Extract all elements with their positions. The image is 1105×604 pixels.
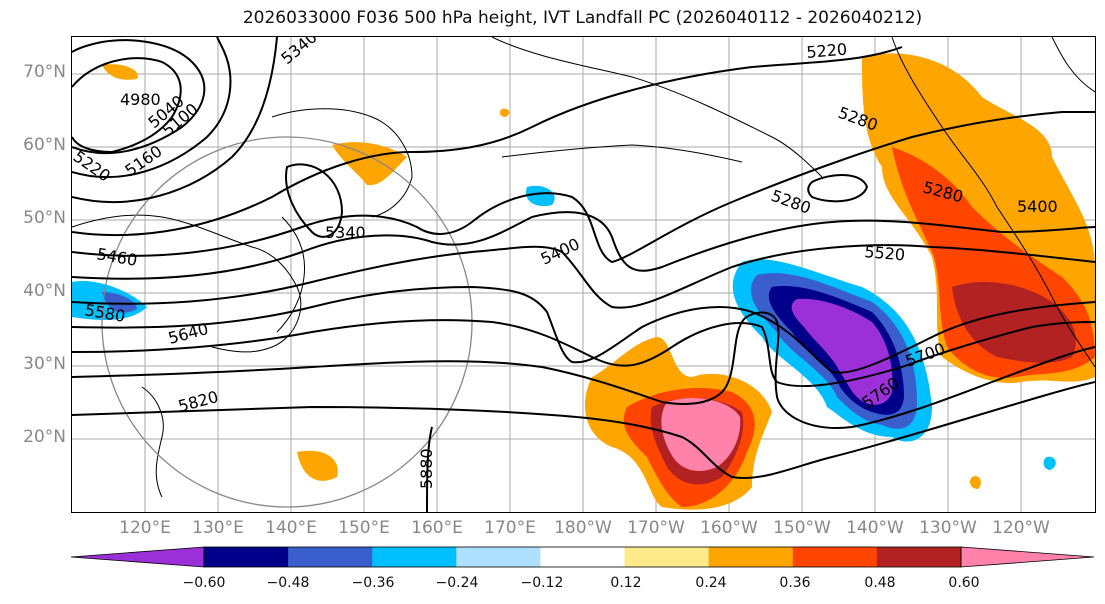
- colorbar: [71, 546, 1094, 568]
- lat-label: 70°N: [23, 62, 66, 82]
- colorbar-tick: −0.24: [435, 575, 479, 591]
- colorbar-cell: [456, 547, 541, 567]
- colorbar-tick: −0.12: [520, 575, 564, 591]
- map-panel: 4980 5040 5100 5160 5220 5220 5280 5280 …: [71, 36, 1096, 513]
- lon-label: 140°E: [265, 518, 317, 538]
- colorbar-tick: −0.36: [351, 575, 395, 591]
- contour-label: 5520: [864, 242, 906, 264]
- contour-label: 5880: [417, 448, 436, 489]
- contour-label: 5220: [806, 40, 848, 62]
- colorbar-tick: 0.36: [779, 575, 811, 591]
- colorbar-tick: 0.60: [948, 575, 980, 591]
- colorbar-cell: [540, 547, 626, 567]
- height-contours: [72, 37, 1095, 512]
- ivt-positive-region: [102, 53, 1095, 510]
- lat-label: 40°N: [23, 281, 66, 301]
- lon-label: 130°W: [919, 518, 977, 538]
- colorbar-tick: 0.24: [695, 575, 727, 591]
- lat-label: 30°N: [23, 354, 66, 374]
- lat-label: 50°N: [23, 208, 66, 228]
- colorbar-extend-max: [960, 546, 1094, 568]
- contour-label: 5340: [277, 37, 320, 68]
- colorbar-cell: [624, 547, 710, 567]
- colorbar-extend-min: [71, 546, 205, 568]
- contour-label: 5400: [1017, 197, 1058, 216]
- colorbar-cell: [792, 547, 878, 567]
- colorbar-tick: −0.48: [266, 575, 310, 591]
- map-canvas: 4980 5040 5100 5160 5220 5220 5280 5280 …: [72, 37, 1095, 512]
- colorbar-tick: −0.60: [182, 575, 226, 591]
- contour-label: 5640: [166, 319, 210, 348]
- lon-label: 160°E: [411, 518, 463, 538]
- colorbar-cell: [876, 547, 962, 567]
- lat-label: 20°N: [23, 427, 66, 447]
- colorbar-cell: [372, 547, 457, 567]
- lon-label: 170°W: [627, 518, 685, 538]
- lon-label: 140°W: [846, 518, 904, 538]
- colorbar-border: [203, 546, 962, 568]
- ivt-negative-region: [72, 185, 1056, 470]
- contour-label: 5400: [538, 234, 583, 268]
- lon-label: 150°E: [338, 518, 390, 538]
- range-circle: [101, 136, 473, 508]
- lon-label: 180°W: [554, 518, 612, 538]
- contour-label: 4980: [120, 90, 161, 109]
- colorbar-cell: [204, 547, 289, 567]
- lon-label: 120°W: [992, 518, 1050, 538]
- lon-label: 160°W: [700, 518, 758, 538]
- coastlines: [72, 37, 1095, 498]
- contour-label: 5340: [325, 223, 366, 242]
- contour-label: 5280: [769, 186, 814, 218]
- lat-label: 60°N: [23, 135, 66, 155]
- colorbar-cell: [708, 547, 794, 567]
- map-title: 2026033000 F036 500 hPa height, IVT Land…: [242, 8, 923, 28]
- lon-label: 120°E: [119, 518, 171, 538]
- lon-label: 170°E: [484, 518, 536, 538]
- contour-label: 5460: [95, 244, 138, 270]
- colorbar-cell: [288, 547, 373, 567]
- colorbar-tick: 0.48: [864, 575, 896, 591]
- lon-label: 150°W: [773, 518, 831, 538]
- colorbar-tick: 0.12: [610, 575, 642, 591]
- lon-label: 130°E: [192, 518, 244, 538]
